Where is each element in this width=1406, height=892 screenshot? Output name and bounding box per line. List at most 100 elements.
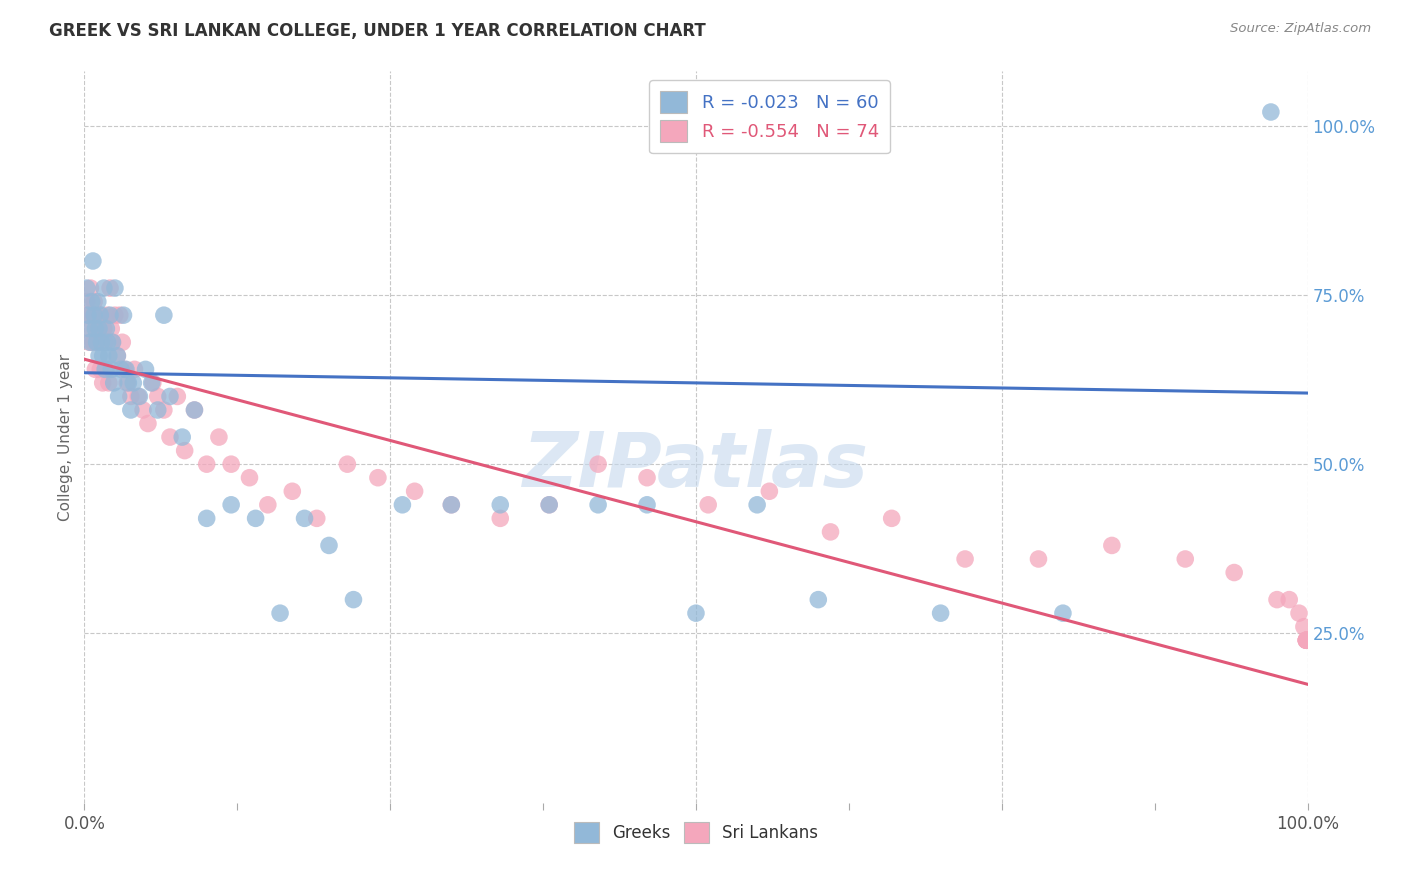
Point: [1295, 633, 1317, 648]
Text: ZIPatlas: ZIPatlas: [523, 429, 869, 503]
Point: [83, 294, 105, 309]
Point: [84, 362, 107, 376]
Point: [747, 498, 769, 512]
Point: [136, 417, 159, 431]
Point: [111, 335, 134, 350]
Point: [219, 498, 242, 512]
Legend: Greeks, Sri Lankans: Greeks, Sri Lankans: [567, 815, 825, 849]
Point: [103, 376, 125, 390]
Point: [146, 403, 169, 417]
Point: [77, 322, 100, 336]
Point: [110, 362, 132, 376]
Point: [1028, 552, 1050, 566]
Point: [1260, 105, 1282, 120]
Point: [122, 376, 145, 390]
Point: [77, 308, 100, 322]
Point: [219, 457, 242, 471]
Point: [91, 376, 114, 390]
Point: [183, 403, 205, 417]
Point: [97, 335, 120, 350]
Point: [391, 498, 413, 512]
Point: [124, 362, 146, 376]
Point: [105, 349, 128, 363]
Point: [76, 294, 98, 309]
Point: [342, 592, 364, 607]
Point: [538, 498, 561, 512]
Text: GREEK VS SRI LANKAN COLLEGE, UNDER 1 YEAR CORRELATION CHART: GREEK VS SRI LANKAN COLLEGE, UNDER 1 YEA…: [49, 22, 706, 40]
Point: [94, 335, 117, 350]
Point: [98, 308, 121, 322]
Point: [1292, 620, 1315, 634]
Point: [93, 322, 115, 336]
Point: [538, 498, 561, 512]
Point: [166, 389, 188, 403]
Point: [636, 498, 658, 512]
Point: [238, 471, 260, 485]
Point: [1295, 633, 1317, 648]
Point: [76, 281, 98, 295]
Point: [929, 606, 952, 620]
Point: [318, 538, 340, 552]
Point: [97, 308, 120, 322]
Point: [87, 335, 110, 350]
Point: [489, 498, 512, 512]
Point: [586, 498, 609, 512]
Point: [440, 498, 463, 512]
Point: [1295, 633, 1317, 648]
Point: [82, 335, 104, 350]
Point: [127, 389, 149, 403]
Point: [697, 498, 720, 512]
Point: [117, 376, 139, 390]
Point: [153, 308, 176, 322]
Point: [104, 281, 127, 295]
Point: [98, 281, 121, 295]
Point: [100, 322, 122, 336]
Point: [82, 254, 104, 268]
Point: [305, 511, 328, 525]
Point: [87, 349, 110, 363]
Point: [367, 471, 389, 485]
Point: [115, 376, 138, 390]
Text: Source: ZipAtlas.com: Source: ZipAtlas.com: [1230, 22, 1371, 36]
Point: [195, 511, 218, 525]
Point: [489, 511, 512, 525]
Point: [208, 430, 231, 444]
Point: [440, 498, 463, 512]
Point: [83, 308, 105, 322]
Point: [953, 552, 976, 566]
Point: [404, 484, 426, 499]
Point: [101, 335, 124, 350]
Point: [586, 457, 609, 471]
Point: [90, 335, 112, 350]
Point: [1174, 552, 1197, 566]
Point: [100, 362, 122, 376]
Point: [142, 376, 165, 390]
Point: [153, 403, 176, 417]
Point: [245, 511, 267, 525]
Point: [79, 335, 101, 350]
Point: [96, 362, 118, 376]
Point: [77, 335, 100, 350]
Point: [87, 294, 110, 309]
Point: [172, 430, 194, 444]
Point: [685, 606, 707, 620]
Point: [89, 362, 111, 376]
Point: [132, 403, 155, 417]
Y-axis label: College, Under 1 year: College, Under 1 year: [58, 353, 73, 521]
Point: [636, 471, 658, 485]
Point: [269, 606, 291, 620]
Point: [104, 308, 127, 322]
Point: [77, 308, 100, 322]
Point: [294, 511, 316, 525]
Point: [281, 484, 304, 499]
Point: [146, 389, 169, 403]
Point: [807, 592, 830, 607]
Point: [79, 281, 101, 295]
Point: [758, 484, 780, 499]
Point: [1101, 538, 1123, 552]
Point: [820, 524, 842, 539]
Point: [120, 389, 142, 403]
Point: [120, 403, 142, 417]
Point: [1223, 566, 1246, 580]
Point: [84, 322, 107, 336]
